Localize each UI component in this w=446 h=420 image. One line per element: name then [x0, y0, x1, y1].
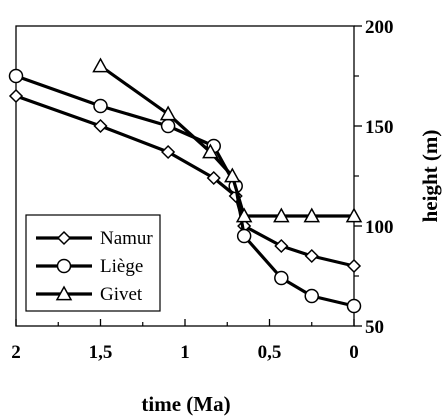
legend-marker-givet [55, 285, 73, 301]
data-point-lige [236, 228, 252, 244]
y-tick-label: 100 [365, 217, 394, 238]
legend-marker-lige [56, 258, 72, 274]
x-tick-label: 0 [349, 342, 359, 363]
x-tick-label: 2 [11, 342, 21, 363]
data-point-namur [206, 170, 221, 186]
data-point-namur [274, 238, 289, 254]
x-axis-title: time (Ma) [141, 392, 230, 416]
data-point-namur [304, 248, 319, 264]
data-point-givet [345, 207, 363, 223]
data-point-lige [8, 68, 24, 84]
data-point-namur [8, 88, 24, 104]
data-point-givet [273, 207, 290, 223]
legend-item-namur: Namur [36, 228, 153, 249]
data-point-namur [346, 258, 362, 274]
legend-label-namur: Namur [100, 228, 153, 249]
y-tick-label: 150 [365, 117, 394, 138]
x-tick-label: 0,5 [258, 342, 282, 363]
x-tick-label: 1,5 [89, 342, 113, 363]
legend-label-givet: Givet [100, 284, 143, 305]
data-point-lige [346, 298, 362, 314]
data-point-lige [304, 288, 319, 304]
data-point-givet [235, 207, 253, 223]
legend-item-lige: Liège [36, 256, 143, 277]
data-point-namur [93, 118, 108, 134]
legend-label-lige: Liège [100, 256, 143, 277]
legend-item-givet: Givet [36, 284, 143, 305]
legend: Namur Liège Givet [25, 214, 161, 312]
data-point-lige [274, 270, 289, 286]
y-tick-label: 50 [365, 317, 384, 338]
data-point-lige [93, 98, 108, 114]
data-point-givet [159, 105, 177, 121]
y-tick-label: 200 [365, 17, 394, 38]
data-point-namur [161, 144, 176, 160]
data-point-givet [224, 167, 241, 183]
data-point-givet [92, 57, 109, 73]
data-point-givet [202, 143, 219, 159]
x-tick-label: 1 [180, 342, 190, 363]
legend-marker-namur [56, 230, 72, 246]
data-point-givet [303, 207, 321, 223]
data-point-lige [160, 118, 176, 134]
series-givet [92, 57, 363, 223]
y-axis-title: height (m) [418, 130, 442, 223]
